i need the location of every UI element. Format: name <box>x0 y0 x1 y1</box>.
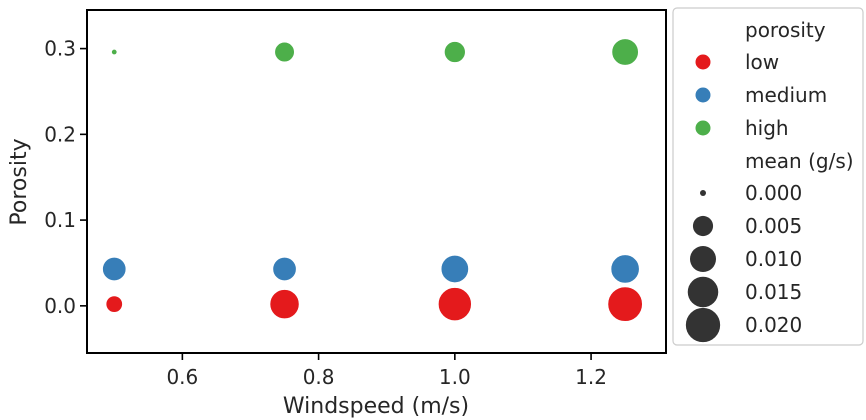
legend-size-marker <box>688 277 719 308</box>
y-tick-label: 0.2 <box>44 122 76 146</box>
scatter-point-medium <box>102 257 126 281</box>
scatter-point-high <box>274 42 294 62</box>
legend-marker-medium <box>696 88 711 103</box>
scatter-point-high <box>444 41 466 63</box>
legend-hue-title: porosity <box>745 18 826 42</box>
legend-size-label: 0.005 <box>745 214 802 238</box>
x-tick-label: 0.8 <box>303 365 335 389</box>
scatter-point-high <box>111 49 117 55</box>
y-tick-label: 0.1 <box>44 208 76 232</box>
plot-frame <box>87 10 666 353</box>
legend-size-marker <box>690 246 716 272</box>
legend-size-title: mean (g/s) <box>745 149 854 173</box>
x-axis-label: Windspeed (m/s) <box>283 394 469 419</box>
legend-size-label: 0.010 <box>745 247 802 271</box>
legend-size-marker <box>693 216 713 236</box>
scatter-point-medium <box>441 255 469 283</box>
legend-marker-low <box>696 55 711 70</box>
legend-marker-high <box>696 121 711 136</box>
legend: porosity low medium high mean (g/s) 0.000 0… <box>673 8 863 345</box>
legend-size-marker <box>700 190 706 196</box>
scatter-point-medium <box>273 257 297 281</box>
scatter-point-low <box>270 289 300 319</box>
legend-label-medium: medium <box>745 83 827 107</box>
y-axis-label: Porosity <box>7 138 32 225</box>
plot-area <box>102 39 642 322</box>
y-tick-label: 0.0 <box>44 294 76 318</box>
legend-size-marker <box>686 308 720 342</box>
legend-size-label: 0.000 <box>745 181 802 205</box>
scatter-point-low <box>608 287 643 322</box>
scatter-point-low <box>438 287 472 321</box>
scatter-point-high <box>612 39 639 66</box>
scatter-point-medium <box>611 255 640 284</box>
legend-label-low: low <box>745 50 779 74</box>
legend-size-label: 0.015 <box>745 280 802 304</box>
scatter-point-low <box>106 296 123 313</box>
x-axis: 0.6 0.8 1.0 1.2 <box>166 353 607 389</box>
legend-size-label: 0.020 <box>745 313 802 337</box>
legend-label-high: high <box>745 116 789 140</box>
y-axis: 0.0 0.1 0.2 0.3 <box>44 37 87 318</box>
x-tick-label: 1.0 <box>439 365 471 389</box>
x-tick-label: 0.6 <box>166 365 198 389</box>
x-tick-label: 1.2 <box>575 365 607 389</box>
y-tick-label: 0.3 <box>44 37 76 61</box>
